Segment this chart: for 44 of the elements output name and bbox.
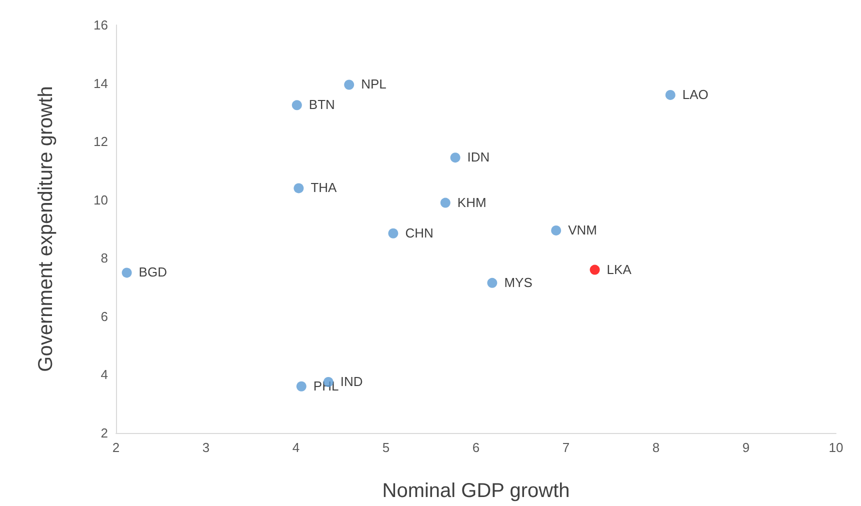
- y-tick-label: 14: [94, 76, 108, 91]
- y-tick-label: 6: [100, 308, 108, 324]
- annotation: LAO: [682, 86, 708, 102]
- x-tick-label: 4: [292, 440, 300, 455]
- x-tick-label: 6: [472, 440, 480, 455]
- y-tick-label: 4: [100, 367, 108, 382]
- x-axis-title: Nominal GDP growth: [382, 480, 570, 502]
- annotation: NPL: [361, 76, 386, 92]
- y-tick-label: 10: [94, 192, 108, 208]
- x-tick-label: 9: [742, 440, 750, 455]
- x-tick-label: 8: [652, 440, 660, 455]
- point: [551, 225, 562, 236]
- point: [344, 80, 354, 90]
- y-tick-label: 8: [100, 250, 108, 266]
- x-tick-label: 7: [562, 440, 570, 455]
- annotation: LKA: [606, 262, 632, 277]
- point: [590, 264, 600, 275]
- annotation: BTN: [308, 97, 335, 112]
- point: [440, 198, 450, 208]
- x-tick-label: 2: [112, 440, 120, 455]
- annotation: THA: [310, 180, 338, 196]
- y-tick-label: 16: [94, 18, 108, 32]
- point: [450, 152, 460, 163]
- point: [292, 100, 302, 110]
- annotation: PHL: [313, 378, 339, 394]
- annotation: VNM: [568, 222, 597, 238]
- y-tick-label: 12: [94, 134, 108, 150]
- annotation: KHM: [457, 194, 486, 210]
- point: [665, 90, 676, 100]
- point: [294, 183, 304, 194]
- y-axis-title: Government expenditure growth: [35, 86, 57, 372]
- annotation: IDN: [467, 150, 490, 165]
- annotation: MYS: [504, 274, 533, 290]
- point: [487, 278, 498, 288]
- annotation: IND: [340, 374, 363, 389]
- point: [388, 228, 398, 238]
- annotation: CHN: [405, 225, 434, 240]
- x-tick-label: 5: [382, 440, 390, 455]
- point: [122, 268, 132, 278]
- y-tick-label: 2: [100, 426, 108, 440]
- point: [296, 381, 306, 392]
- x-tick-label: 10: [828, 440, 844, 455]
- x-tick-label: 3: [202, 440, 210, 455]
- annotation: BGD: [138, 264, 167, 280]
